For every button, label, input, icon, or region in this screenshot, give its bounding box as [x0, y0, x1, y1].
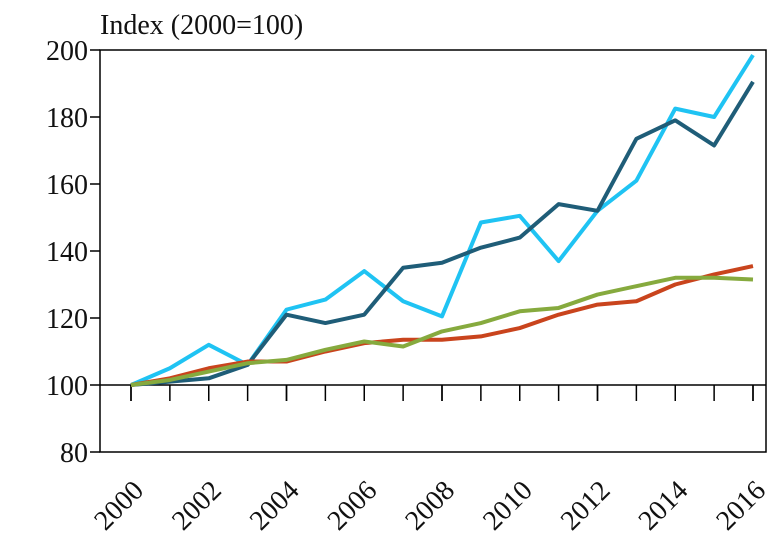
series-line [130, 275, 754, 387]
series-line [130, 80, 755, 387]
y-tick-label: 100 [46, 371, 88, 402]
x-tick-label: 2012 [555, 475, 617, 537]
y-tick-label: 140 [46, 237, 88, 268]
x-tick-label: 2002 [166, 475, 228, 537]
x-tick-label: 2014 [633, 475, 695, 537]
plot-frame [99, 49, 767, 453]
x-tick-label: 2006 [322, 475, 384, 537]
x-tick-label: 2000 [88, 475, 150, 537]
x-tick-label: 2016 [710, 475, 767, 537]
y-tick-label: 120 [46, 304, 88, 335]
series-line [130, 53, 755, 387]
series-line [130, 264, 754, 387]
y-tick-label: 80 [60, 438, 88, 469]
x-tick-label: 2010 [477, 475, 539, 537]
y-axis-label: Index (2000=100) [100, 10, 303, 41]
y-tick-label: 160 [46, 170, 88, 201]
x-tick-label: 2004 [244, 475, 306, 537]
y-tick-label: 200 [46, 36, 88, 67]
x-tick-label: 2008 [399, 475, 461, 537]
y-tick-label: 180 [46, 103, 88, 134]
